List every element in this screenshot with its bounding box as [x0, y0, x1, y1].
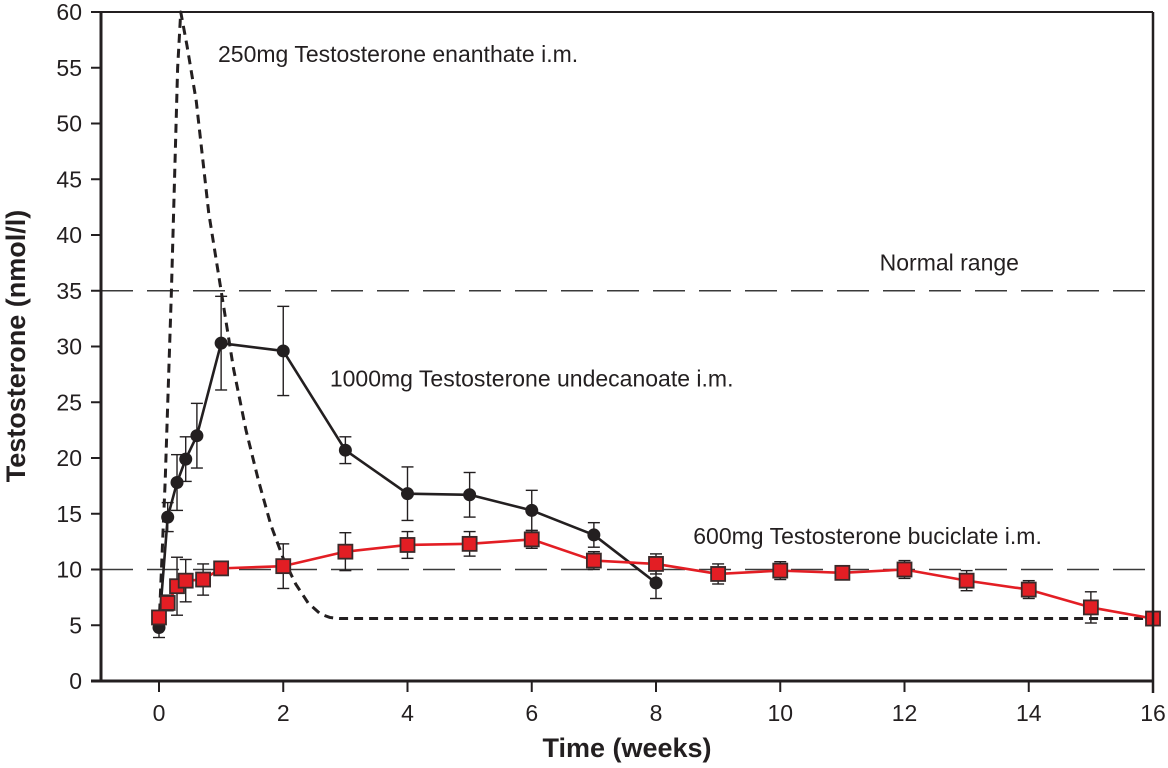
x-tick-label: 4 [401, 700, 414, 726]
annotations: 250mg Testosterone enanthate i.m. Normal… [218, 41, 1042, 549]
data-point [275, 558, 292, 575]
data-point [151, 609, 167, 626]
data-point [834, 564, 851, 581]
data-point [276, 344, 290, 358]
y-tick-label: 50 [56, 111, 82, 137]
x-tick-label: 8 [650, 700, 663, 726]
series-1 [152, 295, 663, 639]
label-undecanoate: 1000mg Testosterone undecanoate i.m. [330, 366, 734, 392]
data-point [214, 336, 228, 350]
y-tick-label: 0 [69, 668, 82, 694]
data-point [179, 452, 193, 466]
y-tick-label: 40 [56, 222, 82, 248]
x-tick-label: 12 [892, 700, 918, 726]
y-axis-title: Testosterone (nmol/l) [1, 210, 31, 483]
y-tick-label: 45 [56, 166, 82, 192]
x-tick-label: 6 [525, 700, 538, 726]
x-tick-label: 0 [153, 700, 166, 726]
data-point [170, 476, 184, 490]
label-buciclate: 600mg Testosterone buciclate i.m. [693, 523, 1042, 549]
data-point [958, 572, 975, 589]
series-line [157, 10, 1153, 628]
x-tick-label: 10 [767, 700, 793, 726]
data-point [337, 543, 354, 560]
data-point [159, 595, 176, 611]
y-tick-label: 60 [56, 0, 82, 25]
y-tick-label: 25 [56, 389, 82, 415]
axes [91, 11, 1155, 693]
data-point [772, 562, 789, 579]
y-tick-label: 55 [56, 55, 82, 81]
series-2 [151, 529, 1161, 627]
data-point [177, 572, 194, 589]
data-point [213, 560, 230, 577]
data-point [896, 561, 913, 578]
data-point [710, 566, 727, 582]
label-normal-range: Normal range [880, 250, 1019, 276]
data-point [587, 528, 601, 542]
y-tick-label: 20 [56, 445, 82, 471]
data-point [461, 535, 478, 552]
data-point [525, 503, 539, 517]
data-point [399, 537, 416, 553]
series-layer [151, 10, 1161, 639]
data-point [1020, 581, 1037, 598]
data-point [648, 556, 664, 572]
data-point [463, 488, 477, 502]
x-tick-label: 14 [1016, 700, 1042, 726]
x-axis-title: Time (weeks) [542, 733, 711, 763]
series-0 [157, 10, 1153, 628]
label-enanthate: 250mg Testosterone enanthate i.m. [218, 41, 578, 67]
data-point [523, 531, 540, 548]
y-tick-label: 35 [56, 278, 82, 304]
data-point [1082, 599, 1099, 616]
x-tick-label: 16 [1140, 700, 1166, 726]
y-tick-label: 15 [56, 501, 82, 527]
y-tick-label: 5 [69, 612, 82, 638]
y-tick-label: 10 [56, 557, 82, 583]
data-point [161, 510, 175, 524]
data-point [585, 552, 602, 569]
axis-ticks: 0 5 10 15 20 25 30 35 40 45 50 55 60 0 2 4 6 8 10 12 14 16 [56, 0, 1165, 726]
data-point [195, 571, 212, 588]
reference-lines [101, 289, 1153, 571]
x-tick-label: 2 [277, 700, 290, 726]
data-point [190, 429, 204, 443]
y-tick-label: 30 [56, 334, 82, 360]
data-point [401, 487, 414, 501]
data-point [649, 576, 663, 590]
data-point [338, 443, 352, 457]
